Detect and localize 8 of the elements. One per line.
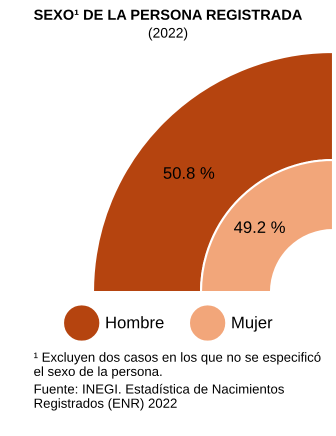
text: ¹ Excluyen dos casos en los que no se especificó el sexo de la persona.: [34, 352, 321, 379]
text: SEXO¹ DE LA PERSONA REGISTRADA: [34, 10, 302, 20]
data-label: 49.2 %: [234, 221, 285, 234]
source-note: Fuente: INEGI. Estadística de Nacimientos Registrados (ENR) 2022: [34, 384, 284, 411]
data-label: 50.8 %: [164, 167, 214, 179]
category-label: Mujer: [232, 316, 272, 332]
category-label: Hombre: [106, 316, 164, 328]
text: (2022): [148, 28, 188, 40]
